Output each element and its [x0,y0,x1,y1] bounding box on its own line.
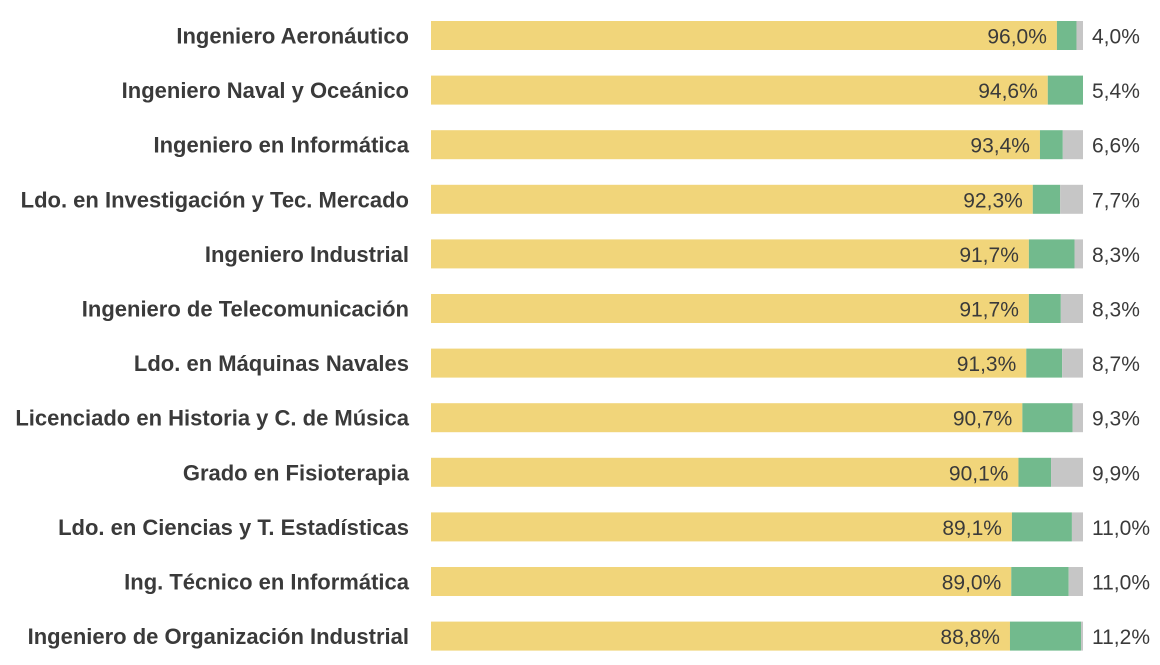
category-label: Ingeniero Industrial [205,242,409,267]
remainder-label: 8,3% [1092,244,1140,267]
bar-primary [431,239,1029,269]
bar-row: Ingeniero de Organización Industrial 88,8… [28,621,1150,651]
bar-primary [431,130,1040,160]
category-label: Ing. Técnico en Informática [124,570,410,595]
value-label: 89,1% [942,517,1002,540]
bar-row: Ingeniero Naval y Oceánico 94,6% 5,4% [122,75,1140,105]
bar-primary [431,567,1012,596]
remainder-label: 7,7% [1092,189,1140,212]
bar-remainder [1062,348,1083,378]
remainder-label: 9,9% [1092,462,1140,485]
bar-primary [431,403,1023,433]
bar-secondary [1018,457,1052,487]
bar-remainder [1051,457,1083,487]
bar-remainder [1071,512,1083,542]
bar-row: Ingeniero Industrial 91,7% 8,3% [205,239,1140,269]
category-label: Ingeniero en Informática [154,133,410,158]
category-label: Ldo. en Ciencias y T. Estadísticas [58,515,409,540]
bar-remainder [1076,21,1083,50]
remainder-label: 4,0% [1092,26,1140,49]
remainder-label: 8,3% [1092,299,1140,322]
bar-secondary [1028,239,1075,269]
bar-primary [431,621,1010,651]
bar-secondary [1056,21,1077,50]
value-label: 90,7% [953,408,1013,431]
remainder-label: 8,7% [1092,353,1140,376]
bar-row: Ldo. en Ciencias y T. Estadísticas 89,1% 1… [58,512,1150,542]
bar-remainder [1081,621,1083,651]
bar-secondary [1047,75,1083,105]
value-label: 94,6% [978,80,1038,103]
value-label: 96,0% [987,26,1047,49]
bar-row: Licenciado en Historia y C. de Música 90,… [15,403,1140,433]
remainder-label: 11,0% [1092,572,1150,595]
value-label: 90,1% [949,462,1009,485]
bar-row: Ingeniero Aeronáutico 96,0% 4,0% [176,21,1140,50]
bar-remainder [1068,567,1083,596]
bar-primary [431,184,1033,214]
bar-row: Ingeniero de Telecomunicación 91,7% 8,3% [82,294,1140,323]
bar-primary [431,348,1027,378]
bar-remainder [1074,239,1083,269]
bar-primary [431,75,1048,105]
remainder-label: 11,0% [1092,517,1150,540]
bar-secondary [1028,294,1061,323]
value-label: 91,3% [957,353,1017,376]
bar-remainder [1060,294,1083,323]
category-label: Ingeniero de Telecomunicación [82,297,409,322]
value-label: 89,0% [942,572,1002,595]
bar-row: Ldo. en Máquinas Navales 91,3% 8,7% [134,348,1140,378]
remainder-label: 6,6% [1092,135,1140,158]
value-label: 92,3% [963,189,1023,212]
value-label: 93,4% [970,135,1030,158]
bar-secondary [1026,348,1063,378]
bar-row: Ing. Técnico en Informática 89,0% 11,0% [124,567,1150,596]
bar-primary [431,21,1057,50]
category-label: Ingeniero Aeronáutico [176,24,409,49]
bar-secondary [1032,184,1061,214]
bar-primary [431,457,1019,487]
category-label: Ingeniero Naval y Oceánico [122,78,409,103]
bar-secondary [1022,403,1073,433]
bar-remainder [1060,184,1083,214]
category-label: Grado en Fisioterapia [183,460,410,485]
value-label: 88,8% [940,626,1000,649]
bar-row: Ingeniero en Informática 93,4% 6,6% [154,130,1140,160]
remainder-label: 11,2% [1092,626,1150,649]
category-label: Ldo. en Investigación y Tec. Mercado [21,187,409,212]
bar-secondary [1039,130,1063,160]
category-label: Ldo. en Máquinas Navales [134,351,409,376]
value-label: 91,7% [959,299,1019,322]
bar-secondary [1011,512,1072,542]
bar-row: Grado en Fisioterapia 90,1% 9,9% [183,457,1140,487]
remainder-label: 5,4% [1092,80,1140,103]
category-label: Licenciado en Historia y C. de Música [15,406,409,431]
bar-remainder [1072,403,1083,433]
bar-remainder [1062,130,1083,160]
value-label: 91,7% [959,244,1019,267]
bar-primary [431,512,1012,542]
bar-primary [431,294,1029,323]
bar-secondary [1011,567,1069,596]
category-label: Ingeniero de Organización Industrial [28,624,409,649]
remainder-label: 9,3% [1092,408,1140,431]
bar-secondary [1009,621,1082,651]
bar-row: Ldo. en Investigación y Tec. Mercado 92,3… [21,184,1140,214]
